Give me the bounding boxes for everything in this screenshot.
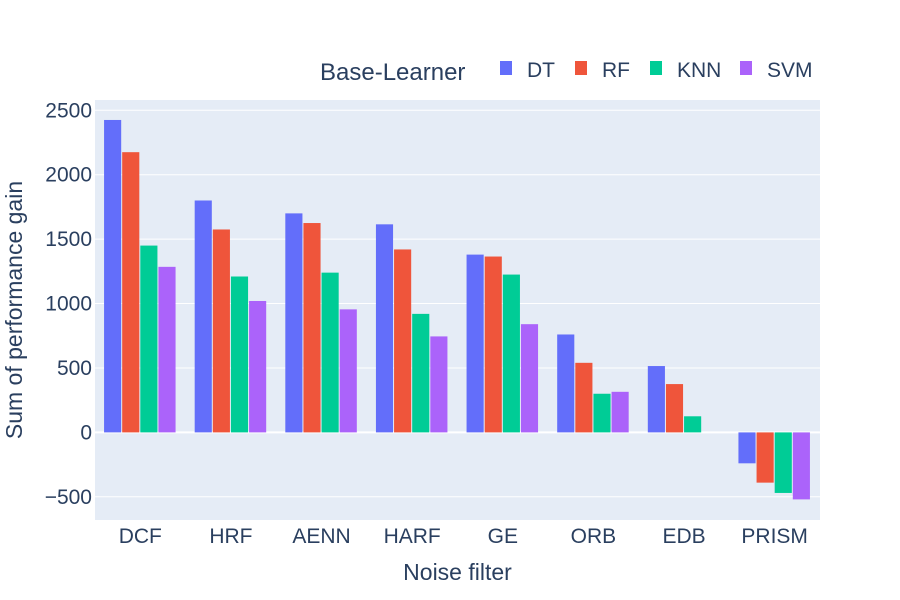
legend-swatch-knn <box>650 61 662 75</box>
bar-dt-hrf <box>194 200 212 433</box>
bar-rf-dcf <box>122 152 140 433</box>
legend-label-rf: RF <box>602 59 630 82</box>
legend-swatch-rf <box>575 61 587 75</box>
x-tick-label: EDB <box>662 525 705 548</box>
x-tick-label: DCF <box>119 525 162 548</box>
bar-knn-dcf <box>140 245 158 433</box>
bar-knn-prism <box>774 432 792 493</box>
y-axis-title: Sum of performance gain <box>1 181 27 439</box>
bar-knn-edb <box>684 416 702 433</box>
legend-title: Base-Learner <box>320 59 465 86</box>
x-axis-title: Noise filter <box>403 559 512 585</box>
y-tick-label: 500 <box>57 357 92 380</box>
y-tick-label: −500 <box>45 486 92 509</box>
bar-dt-aenn <box>285 213 303 433</box>
bar-svm-aenn <box>339 309 357 433</box>
bar-svm-prism <box>792 432 810 500</box>
x-tick-label: GE <box>488 525 518 548</box>
bar-svm-orb <box>611 391 629 433</box>
bar-rf-prism <box>756 432 774 483</box>
legend-label-dt: DT <box>527 59 555 82</box>
bar-rf-aenn <box>303 223 321 433</box>
bar-knn-aenn <box>321 272 339 433</box>
bar-knn-ge <box>502 274 520 433</box>
bar-dt-orb <box>557 334 575 433</box>
x-axis-ticks: DCF HRF AENN HARF GE ORB EDB PRISM <box>119 525 808 548</box>
legend-label-svm: SVM <box>767 59 813 82</box>
bar-svm-ge <box>520 324 539 433</box>
x-tick-label: ORB <box>571 525 617 548</box>
bar-dt-edb <box>647 366 665 433</box>
x-tick-label: HARF <box>384 525 441 548</box>
y-tick-label: 2000 <box>45 164 92 187</box>
legend-swatch-dt <box>500 61 512 75</box>
bar-rf-edb <box>665 384 684 433</box>
y-axis-ticks: −500 0 500 1000 1500 2000 2500 <box>45 99 92 509</box>
y-tick-label: 2500 <box>45 99 92 122</box>
legend-swatch-svm <box>740 61 752 75</box>
bars <box>104 119 810 500</box>
x-tick-label: PRISM <box>741 525 808 548</box>
y-tick-label: 1000 <box>45 293 92 316</box>
x-tick-label: HRF <box>209 525 252 548</box>
bar-svm-harf <box>430 336 448 433</box>
bar-rf-orb <box>575 362 593 433</box>
bar-dt-dcf <box>104 119 122 433</box>
bar-dt-prism <box>738 432 756 464</box>
legend-label-knn: KNN <box>677 59 721 82</box>
bar-dt-harf <box>375 224 394 433</box>
x-tick-label: AENN <box>292 525 350 548</box>
bar-dt-ge <box>466 254 484 433</box>
bar-rf-hrf <box>212 229 230 433</box>
legend: Base-Learner DT RF KNN SVM <box>320 59 813 86</box>
bar-rf-ge <box>484 256 502 433</box>
bar-knn-hrf <box>230 276 249 433</box>
bar-svm-dcf <box>158 266 176 433</box>
bar-knn-harf <box>412 313 430 433</box>
y-tick-label: 1500 <box>45 228 92 251</box>
bar-rf-harf <box>394 249 412 433</box>
bar-svm-hrf <box>249 300 267 433</box>
y-tick-label: 0 <box>80 421 92 444</box>
bar-knn-orb <box>593 393 611 433</box>
